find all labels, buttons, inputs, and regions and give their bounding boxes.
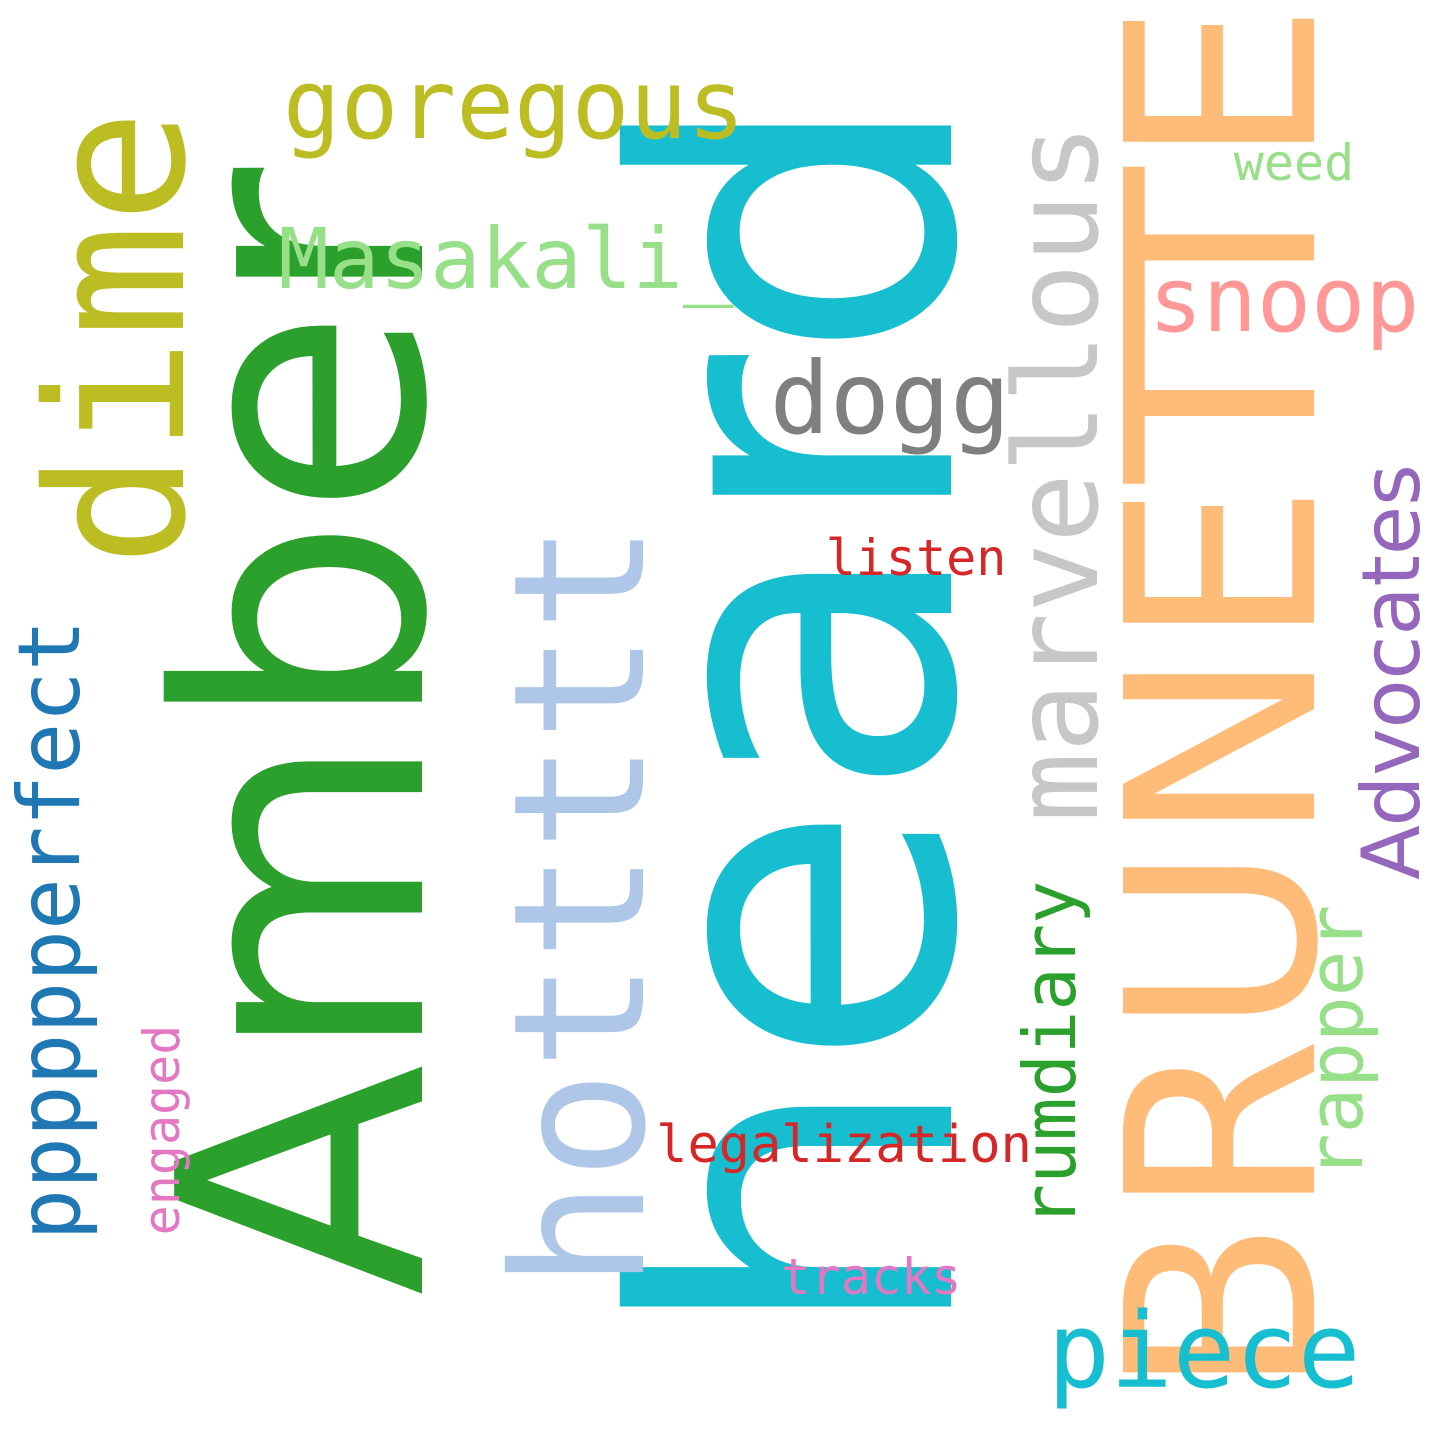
word-rumdiary: rumdiary [1014, 881, 1086, 1228]
word-weed: weed [1234, 138, 1354, 188]
word-legalization: legalization [656, 1119, 1032, 1171]
word-snoop: snoop [1149, 256, 1420, 346]
word-marvellous: marvellous [1000, 124, 1116, 822]
word-goregous: goregous [283, 57, 745, 153]
word-masakali: Masakali_ [278, 217, 733, 301]
word-dogg: dogg [770, 349, 1011, 449]
word-dime: dime [23, 109, 213, 567]
word-piece: piece [1047, 1299, 1360, 1403]
word-hottttt: hottttt [489, 522, 671, 1289]
word-listen: listen [826, 533, 1007, 583]
word-advocates: Advocates [1352, 464, 1432, 880]
word-brunette: BRUNETTE [1093, 2, 1355, 1398]
word-rapper: rapper [1298, 905, 1374, 1180]
word-engaged: engaged [137, 1025, 187, 1236]
word-tracks: tracks [781, 1252, 962, 1302]
word-pppppperfect: pppppperfect [7, 619, 93, 1240]
